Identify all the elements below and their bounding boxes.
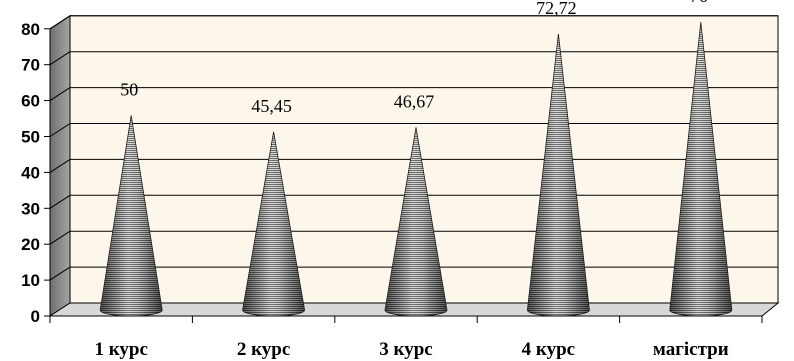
data-label: 50 <box>120 80 138 100</box>
y-tick-label: 50 <box>21 128 40 147</box>
x-tick-label: 4 курс <box>522 339 575 360</box>
data-labels: 50 45,45 46,67 72,72 76 <box>120 0 708 116</box>
y-tick-label: 70 <box>21 56 40 75</box>
gridline-side <box>49 194 71 209</box>
y-tick-label: 80 <box>21 20 40 39</box>
gridline-side <box>49 230 71 245</box>
x-tick-label: магістри <box>653 339 729 360</box>
x-tick-label: 1 курс <box>94 339 147 360</box>
data-label: 46,67 <box>394 91 435 111</box>
data-label: 72,72 <box>536 0 577 18</box>
x-tick-label: 3 курс <box>379 339 432 360</box>
gridline-side <box>49 15 71 30</box>
x-tick-label: 2 курс <box>237 339 290 360</box>
y-tick-label: 60 <box>21 92 40 111</box>
x-axis-ticks: 1 курс 2 курс 3 курс 4 курс магістри <box>49 315 763 360</box>
data-label: 76 <box>690 0 708 6</box>
y-tick-label: 20 <box>21 235 40 254</box>
y-tick-label: 40 <box>21 163 40 182</box>
gridline-side <box>49 51 71 66</box>
y-tick-label: 30 <box>21 199 40 218</box>
gridline-side <box>49 87 71 102</box>
cones <box>99 22 733 317</box>
gridline-side <box>49 158 71 173</box>
gridline-side <box>49 266 71 281</box>
y-tick-label: 10 <box>21 271 40 290</box>
data-label: 45,45 <box>251 96 292 116</box>
y-tick-label: 0 <box>31 307 40 326</box>
gridline-side <box>49 123 71 137</box>
y-axis-ticks: 0 10 20 30 40 50 60 70 80 <box>21 20 51 326</box>
